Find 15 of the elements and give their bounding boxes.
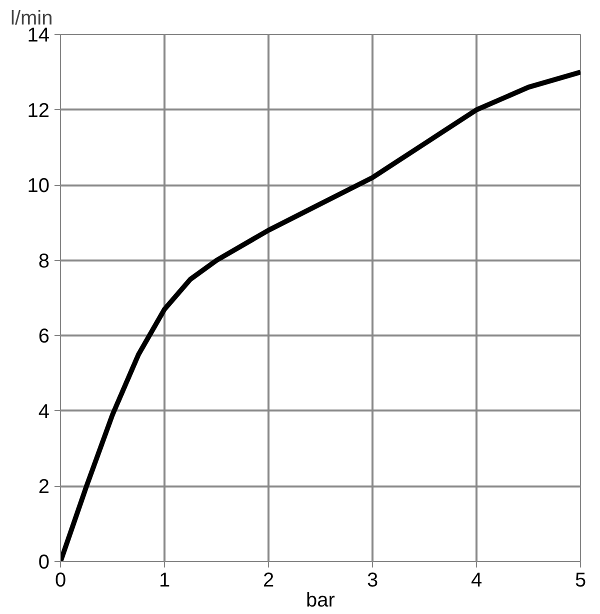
x-tick-label: 4 bbox=[470, 570, 482, 592]
y-tick-label: 12 bbox=[27, 100, 50, 122]
x-tick-label: 5 bbox=[574, 570, 586, 592]
y-tick-label: 0 bbox=[38, 552, 50, 574]
y-tick-label: 14 bbox=[27, 24, 50, 46]
y-tick-label: 4 bbox=[38, 400, 50, 423]
y-tick-label: 2 bbox=[38, 476, 50, 498]
x-tick-label: 1 bbox=[158, 570, 170, 592]
y-tick-label: 10 bbox=[27, 175, 50, 198]
y-tick-label: 8 bbox=[38, 250, 50, 272]
x-tick-label: 0 bbox=[54, 570, 66, 592]
x-tick-label: 3 bbox=[366, 570, 378, 592]
y-tick-label: 6 bbox=[38, 326, 50, 348]
x-axis-title: bar bbox=[306, 590, 336, 612]
x-tick-label: 2 bbox=[262, 570, 274, 592]
